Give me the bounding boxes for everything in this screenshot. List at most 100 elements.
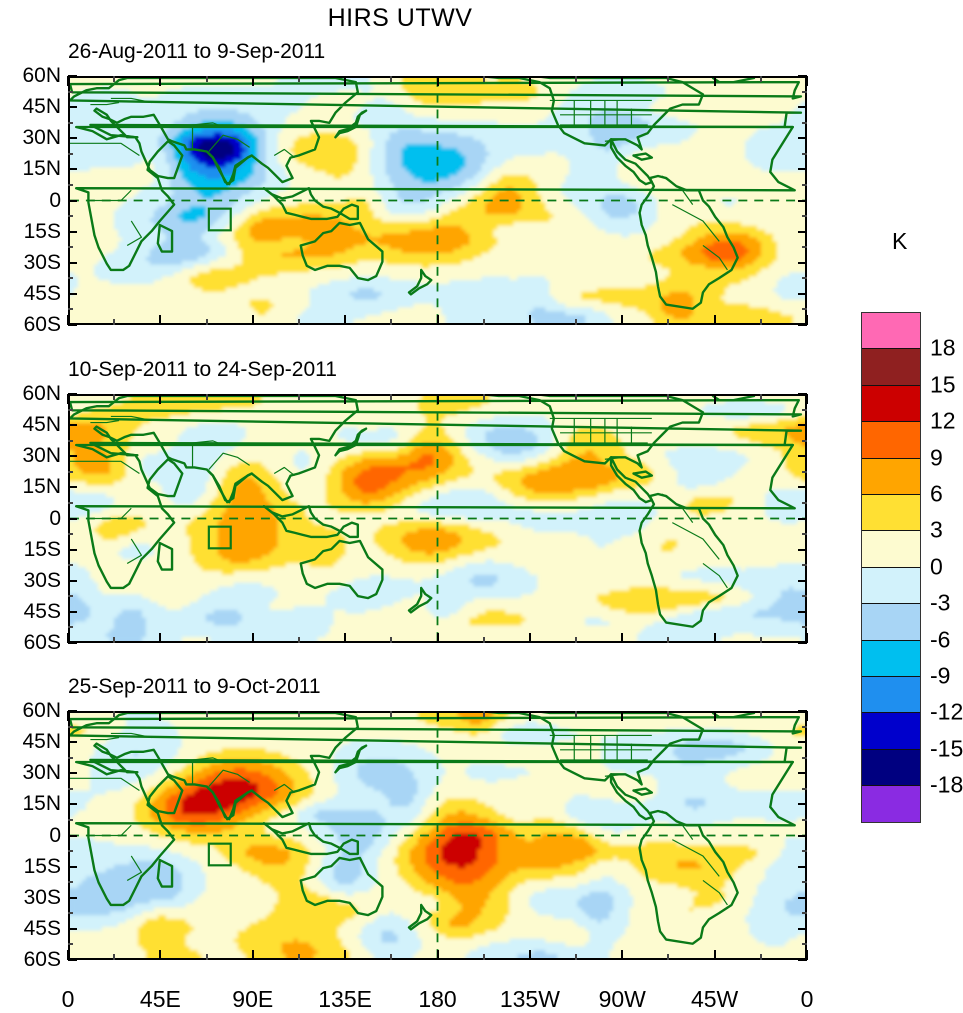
y-tick-label-30S: 30S	[24, 886, 61, 910]
x-axis-tick	[806, 950, 808, 960]
x-axis-tick	[251, 633, 254, 643]
x-axis-tick	[667, 319, 670, 325]
y-axis-tick	[68, 75, 77, 77]
y-axis-minor-tick	[68, 308, 73, 311]
y-axis-tick	[798, 642, 807, 644]
y-tick-label-45S: 45S	[24, 282, 61, 306]
map-plot-area-1	[68, 76, 807, 325]
x-axis-tick	[205, 637, 208, 643]
x-axis-tick	[205, 394, 208, 400]
colorbar-band-13	[862, 786, 920, 823]
y-tick-label-15S: 15S	[24, 220, 61, 244]
x-axis-tick	[621, 950, 624, 960]
y-tick-label-15S: 15S	[24, 855, 61, 879]
y-axis-minor-tick	[68, 183, 73, 186]
y-axis-tick	[798, 168, 807, 171]
x-axis-tick	[205, 76, 208, 82]
x-axis-tick	[482, 76, 485, 82]
y-axis-minor-tick	[68, 408, 73, 411]
x-axis-tick	[575, 394, 578, 400]
y-axis-minor-tick	[802, 90, 807, 93]
x-axis-tick	[344, 711, 347, 721]
x-axis-tick	[205, 319, 208, 325]
y-axis-minor-tick	[802, 725, 807, 728]
y-axis-tick	[68, 517, 77, 520]
x-axis-tick	[621, 76, 624, 86]
x-axis-tick	[759, 637, 762, 643]
y-tick-label-30N: 30N	[22, 761, 61, 785]
y-axis-tick	[798, 106, 807, 109]
x-axis-tick	[390, 319, 393, 325]
x-axis-tick	[344, 950, 347, 960]
y-axis-minor-tick	[802, 246, 807, 249]
y-axis-tick	[68, 642, 77, 644]
x-axis-tick	[667, 76, 670, 82]
panel-title-3: 25-Sep-2011 to 9-Oct-2011	[68, 675, 321, 699]
y-tick-label-0: 0	[49, 824, 61, 848]
x-axis-tick	[482, 637, 485, 643]
y-axis-tick	[68, 710, 77, 712]
y-tick-label-15S: 15S	[24, 538, 61, 562]
y-axis-minor-tick	[68, 564, 73, 567]
x-axis-tick	[575, 637, 578, 643]
x-axis-tick	[528, 633, 531, 643]
colorbar-band-7	[862, 567, 920, 605]
y-axis-tick	[68, 772, 77, 775]
y-axis-tick	[798, 959, 807, 961]
x-axis-tick	[528, 711, 531, 721]
y-axis-minor-tick	[802, 277, 807, 280]
x-axis-tick	[67, 76, 69, 86]
y-tick-label-0: 0	[49, 507, 61, 531]
colorbar-band-12	[862, 749, 920, 787]
y-axis-tick	[68, 199, 77, 202]
y-axis-minor-tick	[68, 121, 73, 124]
x-axis-tick	[528, 950, 531, 960]
y-axis-minor-tick	[802, 943, 807, 946]
y-axis-minor-tick	[68, 439, 73, 442]
y-tick-label-60N: 60N	[22, 64, 61, 88]
y-axis-tick	[68, 865, 77, 868]
colorbar-band-5	[862, 494, 920, 532]
y-axis-minor-tick	[802, 215, 807, 218]
x-axis-tick	[390, 954, 393, 960]
map-plot-area-2	[68, 394, 807, 643]
y-axis-minor-tick	[802, 595, 807, 598]
y-axis-minor-tick	[802, 818, 807, 821]
x-axis-tick	[482, 394, 485, 400]
y-axis-tick	[798, 393, 807, 395]
x-axis-tick	[575, 954, 578, 960]
x-axis-tick	[159, 76, 162, 86]
y-tick-label-60N: 60N	[22, 699, 61, 723]
colorbar-tick-label--15: -15	[930, 735, 963, 762]
y-tick-label-45S: 45S	[24, 600, 61, 624]
y-axis-minor-tick	[802, 881, 807, 884]
colorbar-tick-label--9: -9	[930, 663, 950, 690]
x-axis-tick	[113, 711, 116, 717]
x-axis-tick	[297, 637, 300, 643]
y-axis-tick	[798, 865, 807, 868]
x-axis-tick	[575, 319, 578, 325]
x-axis-tick	[67, 633, 69, 643]
y-axis-tick	[798, 741, 807, 744]
x-axis-tick	[344, 76, 347, 86]
x-axis-tick	[621, 633, 624, 643]
x-axis-tick	[159, 394, 162, 404]
y-tick-label-0: 0	[49, 189, 61, 213]
y-tick-label-30N: 30N	[22, 444, 61, 468]
x-axis-tick	[621, 711, 624, 721]
y-axis-tick	[798, 137, 807, 140]
x-axis-tick	[528, 315, 531, 325]
y-axis-tick	[68, 548, 77, 551]
y-axis-tick	[798, 75, 807, 77]
colorbar-tick-label--6: -6	[930, 626, 950, 653]
colorbar-band-9	[862, 640, 920, 677]
x-axis-tick	[806, 315, 808, 325]
y-axis-minor-tick	[802, 308, 807, 311]
x-axis-tick	[713, 711, 716, 721]
y-axis-minor-tick	[802, 787, 807, 790]
y-axis-tick	[68, 610, 77, 613]
x-axis-tick	[251, 711, 254, 721]
colorbar-tick-label-0: 0	[930, 553, 943, 580]
x-axis-tick	[621, 315, 624, 325]
y-axis-tick	[68, 230, 77, 233]
